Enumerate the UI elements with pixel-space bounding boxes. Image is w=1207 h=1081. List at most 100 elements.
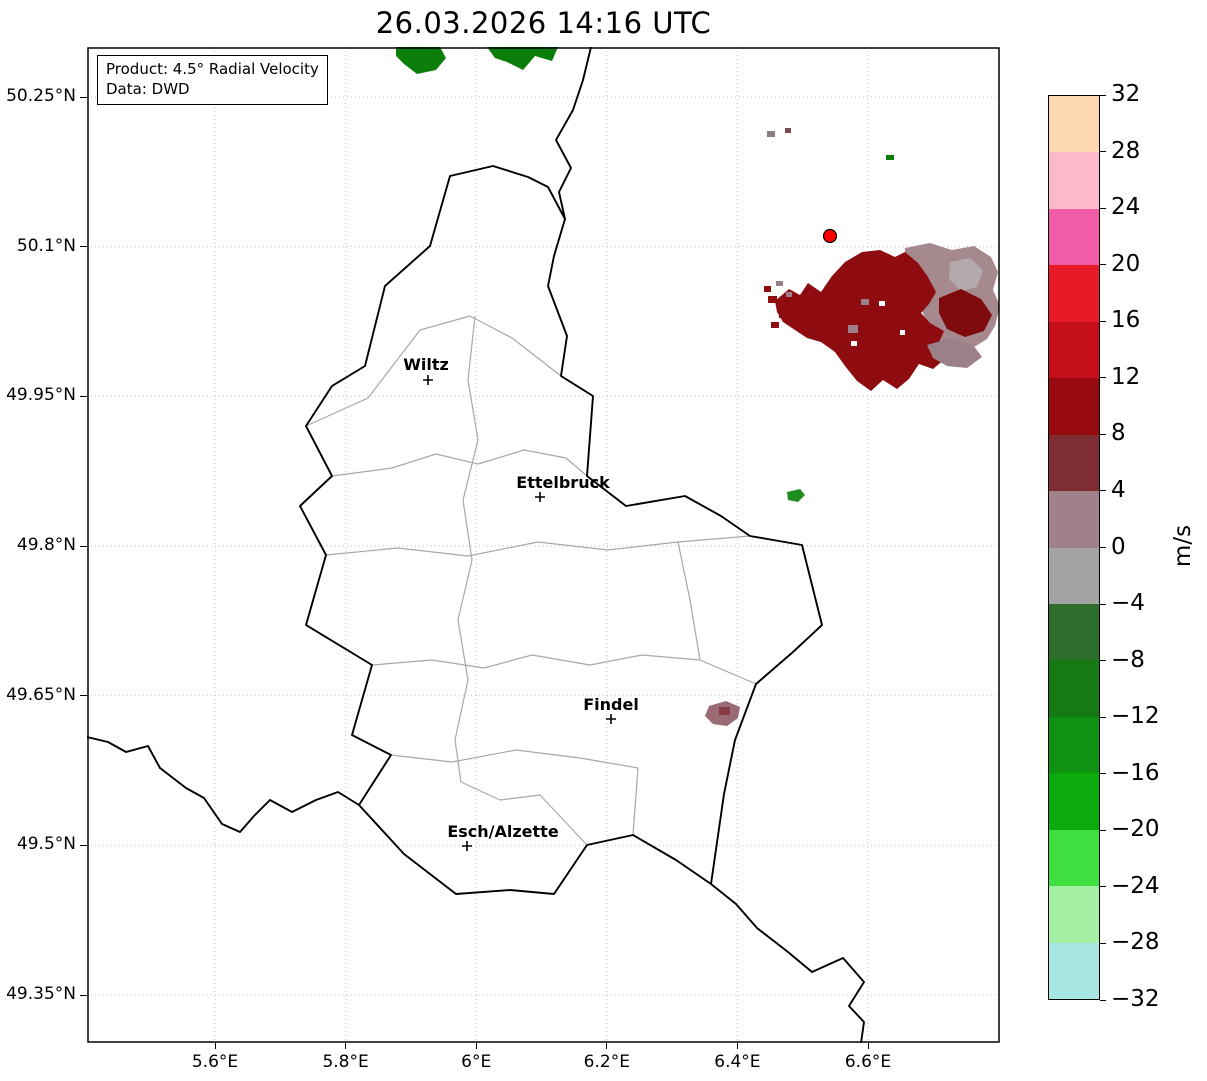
colorbar-segment <box>1049 152 1099 209</box>
colorbar-segment <box>1049 942 1099 999</box>
echo-ne-red-speckles <box>764 286 801 328</box>
colorbar-tick-label: −24 <box>1111 872 1160 899</box>
x-tick-mark <box>736 1043 738 1049</box>
colorbar-tick-mark <box>1100 490 1106 492</box>
colorbar-tick-label: 28 <box>1111 137 1141 164</box>
district-border <box>454 315 479 783</box>
district-border <box>677 541 701 661</box>
city-marker <box>606 714 616 724</box>
colorbar-tick-mark <box>1100 264 1106 266</box>
colorbar-tick-mark <box>1100 151 1106 153</box>
y-tick-mark <box>80 545 87 547</box>
y-tick-label: 50.1°N <box>16 235 76 256</box>
echo-ne-main-dark-red <box>775 250 946 391</box>
y-tick-mark <box>80 395 87 397</box>
colorbar <box>1048 95 1100 1000</box>
x-tick-label: 6.4°E <box>714 1052 761 1072</box>
x-tick-mark <box>345 1043 347 1049</box>
city-label: Wiltz <box>403 355 449 374</box>
country-border-belgium_germany <box>555 47 592 220</box>
colorbar-segment <box>1049 660 1099 717</box>
colorbar-tick-label: 24 <box>1111 194 1141 221</box>
plot-title: 26.03.2026 14:16 UTC <box>375 6 712 40</box>
colorbar-segment <box>1049 491 1099 548</box>
speck-green-northeast <box>886 155 894 160</box>
product-info-box: Product: 4.5° Radial Velocity Data: DWD <box>97 55 328 105</box>
y-tick-label: 49.8°N <box>16 535 76 555</box>
y-tick-mark <box>80 844 87 846</box>
colorbar-tick-mark <box>1100 999 1106 1001</box>
x-tick-label: 6.6°E <box>844 1052 892 1072</box>
x-tick-label: 5.6°E <box>191 1052 239 1072</box>
colorbar-tick-mark <box>1100 320 1106 322</box>
y-tick-label: 49.35°N <box>6 984 76 1004</box>
colorbar-tick-label: −12 <box>1111 703 1160 730</box>
product-line: Product: 4.5° Radial Velocity <box>106 60 319 78</box>
echo-ne-white-holes <box>851 301 905 346</box>
colorbar-tick-label: −20 <box>1111 816 1160 843</box>
colorbar-tick-label: 0 <box>1111 533 1126 560</box>
echo-ne-mauve-south <box>927 338 982 368</box>
colorbar-segment <box>1049 716 1099 774</box>
colorbar-tick-label: 20 <box>1111 250 1141 277</box>
colorbar-segment <box>1049 603 1099 661</box>
district-border <box>305 315 562 427</box>
colorbar-segment <box>1049 547 1099 604</box>
district-border <box>325 535 751 557</box>
colorbar-tick-mark <box>1100 207 1106 209</box>
colorbar-tick-label: 4 <box>1111 476 1126 503</box>
y-tick-mark <box>80 695 87 697</box>
colorbar-segment <box>1049 434 1099 492</box>
district-border <box>390 749 639 836</box>
echo-ne-gray-patch <box>949 258 983 291</box>
colorbar-tick-mark <box>1100 603 1106 605</box>
city-marker <box>462 841 472 851</box>
colorbar-segment <box>1049 773 1099 830</box>
colorbar-tick-mark <box>1100 377 1106 379</box>
x-tick-mark <box>214 1043 216 1049</box>
district-border <box>460 781 588 846</box>
colorbar-tick-mark <box>1100 829 1106 831</box>
colorbar-tick-mark <box>1100 660 1106 662</box>
colorbar-tick-mark <box>1100 716 1106 718</box>
city-label: Ettelbruck <box>516 473 610 492</box>
y-tick-label: 49.95°N <box>6 385 76 406</box>
country-border-france_belgium <box>87 736 360 833</box>
y-tick-mark <box>80 994 87 996</box>
x-tick-mark <box>606 1043 608 1049</box>
city-marker <box>535 492 545 502</box>
colorbar-segment <box>1049 378 1099 435</box>
colorbar-segment <box>1049 96 1099 153</box>
colorbar-segment <box>1049 265 1099 322</box>
y-tick-mark <box>80 246 87 248</box>
y-tick-label: 49.5°N <box>16 834 76 855</box>
data-source-line: Data: DWD <box>106 80 190 99</box>
colorbar-tick-mark <box>1100 547 1106 548</box>
plot-frame <box>87 47 1000 1043</box>
city-marker <box>423 375 433 385</box>
colorbar-tick-label: 32 <box>1111 81 1141 107</box>
colorbar-tick-label: −28 <box>1111 929 1160 956</box>
colorbar-segment <box>1049 886 1099 943</box>
y-tick-mark <box>80 96 87 98</box>
x-tick-label: 6°E <box>461 1052 492 1072</box>
echo-north-green <box>396 47 558 74</box>
colorbar-tick-label: −4 <box>1111 590 1145 617</box>
city-label: Findel <box>583 695 639 714</box>
y-tick-label: 50.25°N <box>6 86 76 106</box>
colorbar-tick-label: −8 <box>1111 646 1145 673</box>
district-border <box>331 449 588 477</box>
red-dot-marker <box>822 228 838 244</box>
colorbar-tick-label: −16 <box>1111 759 1160 786</box>
x-tick-mark <box>475 1043 477 1049</box>
x-tick-mark <box>867 1043 869 1049</box>
speck-mauve-north <box>767 131 775 137</box>
colorbar-tick-label: −32 <box>1111 986 1160 1012</box>
colorbar-segment <box>1049 321 1099 379</box>
country-border-luxembourg <box>299 165 823 895</box>
x-tick-label: 5.8°E <box>322 1052 369 1072</box>
colorbar-tick-mark <box>1100 433 1106 435</box>
map-plot-area: Wiltz Ettelbruck Findel Esch/Alzette Produc… <box>87 47 1000 1043</box>
colorbar-tick-mark <box>1100 942 1106 944</box>
